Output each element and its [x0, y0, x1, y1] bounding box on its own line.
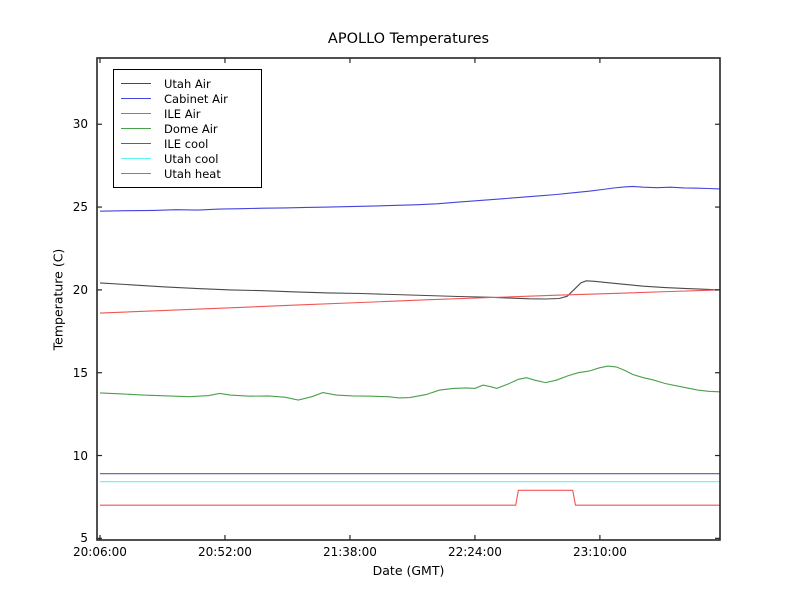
legend-label: Dome Air	[164, 121, 218, 136]
legend: Utah Air Cabinet Air ILE Air Dome Air ILE co…	[113, 69, 262, 188]
y-tick-label: 10	[72, 448, 88, 463]
x-tick-label: 20:52:00	[198, 545, 252, 559]
legend-label: Utah cool	[164, 151, 219, 166]
legend-item: Utah cool	[121, 151, 255, 166]
series-line-dome-air	[99, 365, 720, 401]
legend-label: ILE cool	[164, 136, 209, 151]
series-line-cabinet-air	[99, 185, 720, 212]
legend-item: Utah Air	[121, 76, 255, 91]
series-line-utah-air	[99, 280, 720, 300]
legend-label: ILE Air	[164, 106, 201, 121]
legend-item: ILE cool	[121, 136, 255, 151]
legend-line-swatch	[121, 98, 151, 99]
x-tick-label: 20:06:00	[73, 545, 127, 559]
y-tick-label: 5	[80, 531, 88, 546]
chart-title: APOLLO Temperatures	[327, 31, 490, 47]
x-tick-label: 23:10:00	[572, 545, 627, 559]
x-tick-label: 22:24:00	[447, 545, 502, 559]
legend-item: Utah heat	[121, 166, 255, 181]
x-tick-label: 21:38:00	[322, 545, 377, 559]
y-tick-label: 20	[72, 282, 88, 297]
x-axis-label: Date (GMT)	[372, 563, 445, 578]
legend-line-swatch	[121, 143, 151, 144]
y-tick-label: 25	[72, 200, 88, 215]
series-line-ile-air	[99, 289, 720, 314]
legend-line-swatch	[121, 158, 151, 159]
legend-line-swatch	[121, 113, 151, 114]
legend-item: ILE Air	[121, 106, 255, 121]
legend-item: Cabinet Air	[121, 91, 255, 106]
series-line-utah-heat	[100, 489, 720, 506]
legend-label: Utah Air	[164, 76, 211, 91]
axes-frame	[96, 57, 721, 541]
legend-line-swatch	[121, 128, 151, 129]
legend-item: Dome Air	[121, 121, 255, 136]
legend-line-swatch	[121, 83, 151, 84]
y-tick-label: 15	[72, 365, 88, 380]
y-tick-label: 30	[72, 117, 88, 132]
legend-label: Cabinet Air	[164, 91, 228, 106]
legend-line-swatch	[121, 173, 151, 174]
legend-label: Utah heat	[164, 166, 221, 181]
